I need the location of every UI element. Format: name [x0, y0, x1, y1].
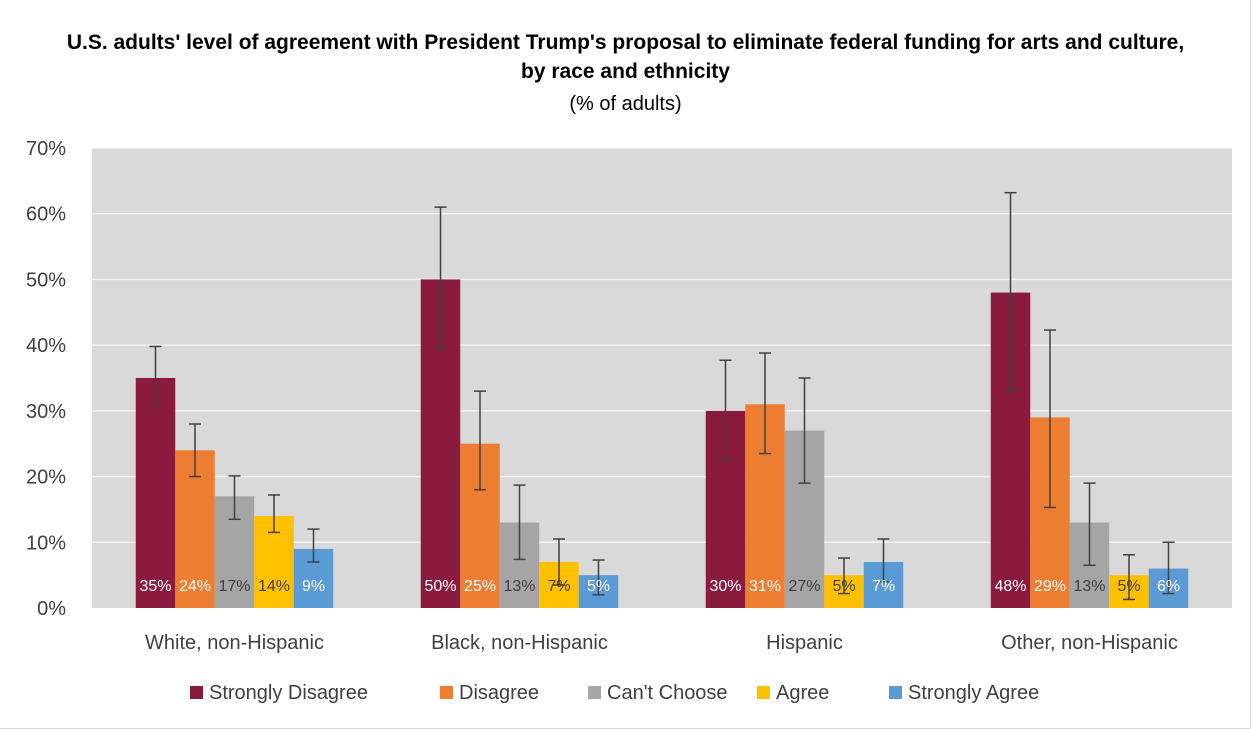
data-label: 9%	[302, 578, 325, 595]
data-label: 31%	[749, 578, 781, 595]
data-label: 5%	[832, 578, 855, 595]
data-label: 35%	[139, 578, 171, 595]
x-category-label: White, non-Hispanic	[145, 632, 324, 654]
x-category-label: Other, non-Hispanic	[1001, 632, 1178, 654]
legend-item: Disagree	[440, 682, 539, 704]
data-label: 48%	[994, 578, 1026, 595]
y-tick-label: 30%	[26, 401, 66, 423]
legend-label: Disagree	[459, 682, 539, 704]
legend-swatch	[440, 686, 453, 699]
chart-subtitle: (% of adults)	[569, 93, 682, 115]
data-label: 24%	[179, 578, 211, 595]
legend-label: Agree	[776, 682, 829, 704]
data-label: 50%	[424, 578, 456, 595]
legend-label: Strongly Disagree	[209, 682, 368, 704]
legend-swatch	[757, 686, 770, 699]
data-label: 6%	[1157, 578, 1180, 595]
y-tick-label: 60%	[26, 204, 66, 226]
legend-label: Can't Choose	[607, 682, 728, 704]
y-tick-label: 70%	[26, 138, 66, 160]
y-tick-label: 0%	[37, 598, 66, 620]
data-label: 25%	[464, 578, 496, 595]
bar	[135, 378, 176, 608]
data-label: 5%	[1117, 578, 1140, 595]
data-label: 30%	[709, 578, 741, 595]
y-tick-label: 40%	[26, 335, 66, 357]
y-tick-label: 10%	[26, 532, 66, 554]
data-label: 5%	[587, 578, 610, 595]
legend-label: Strongly Agree	[908, 682, 1039, 704]
bar-group: 50% 25% 13% 7% 5%	[420, 206, 619, 608]
data-label: 13%	[503, 578, 535, 595]
x-category-label: Hispanic	[766, 632, 843, 654]
y-tick-label: 50%	[26, 269, 66, 291]
legend-item: Can't Choose	[588, 682, 728, 704]
data-label: 7%	[547, 578, 570, 595]
legend-item: Strongly Disagree	[190, 682, 368, 704]
data-label: 14%	[258, 578, 290, 595]
chart-title: U.S. adults' level of agreement with Pre…	[66, 31, 1185, 83]
y-tick-label: 20%	[26, 467, 66, 489]
legend-swatch	[889, 686, 902, 699]
bar-group: 30% 31% 27% 5% 7%	[705, 352, 904, 608]
data-label: 7%	[872, 578, 895, 595]
legend-swatch	[190, 686, 203, 699]
data-label: 27%	[788, 578, 820, 595]
bar-group: 35% 24% 17% 14% 9%	[135, 345, 334, 608]
x-category-label: Black, non-Hispanic	[431, 632, 608, 654]
legend-swatch	[588, 686, 601, 699]
data-label: 17%	[218, 578, 250, 595]
data-label: 13%	[1073, 578, 1105, 595]
legend-item: Agree	[757, 682, 829, 704]
data-label: 29%	[1034, 578, 1066, 595]
legend-item: Strongly Agree	[889, 682, 1039, 704]
bar-group: 48% 29% 13% 5% 6%	[990, 191, 1189, 608]
